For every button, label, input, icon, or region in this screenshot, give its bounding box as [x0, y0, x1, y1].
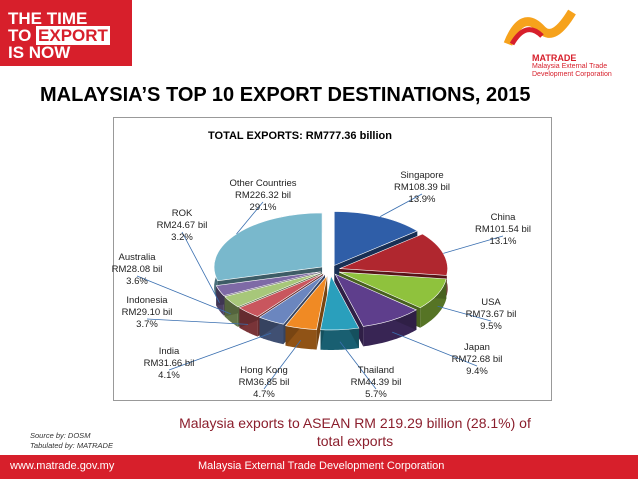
- label-name: ROK: [172, 208, 193, 219]
- pie-slice-usa: [338, 271, 447, 309]
- data-label-japan: Japan RM72.68 bil 9.4%: [452, 342, 503, 377]
- pie-top-layer: [213, 211, 448, 331]
- label-value: RM28.08 bil: [112, 264, 163, 275]
- asean-summary-line-2: total exports: [316, 433, 394, 449]
- label-percent: 4.7%: [253, 389, 275, 400]
- pie-slice-hong-kong: [284, 275, 328, 330]
- pie-slice-thailand: [320, 275, 360, 331]
- chart-title: TOTAL EXPORTS: RM777.36 billion: [208, 130, 392, 142]
- slogan-banner: THE TIME TO EXPORT IS NOW: [0, 0, 132, 66]
- label-name: China: [491, 212, 517, 223]
- matrade-brand-name: MATRADE: [532, 53, 577, 63]
- leader-line-rok: [181, 231, 220, 303]
- label-value: RM73.67 bil: [466, 309, 517, 320]
- data-label-india: India RM31.66 bil 4.1%: [144, 346, 195, 381]
- label-value: RM108.39 bil: [394, 182, 450, 193]
- source-note: Source by: DOSM Tabulated by: MATRADE: [30, 431, 113, 451]
- label-percent: 9.5%: [480, 321, 502, 332]
- matrade-logo: MATRADE Malaysia External Trade Developm…: [492, 6, 612, 79]
- leader-line-india: [168, 332, 272, 371]
- label-percent: 13.9%: [409, 194, 436, 205]
- chart-container: [113, 117, 552, 401]
- label-value: RM226.32 bil: [235, 190, 291, 201]
- pie-slice-rok: [215, 271, 321, 296]
- matrade-subtitle-1: Malaysia External Trade: [532, 63, 608, 70]
- asean-summary: Malaysia exports to ASEAN RM 219.29 bill…: [150, 414, 560, 450]
- data-label-thailand: Thailand RM44.39 bil 5.7%: [351, 365, 402, 400]
- pie-slice-side-thailand: [320, 328, 359, 350]
- pie-label-layer: Singapore RM108.39 bil 13.9% China RM101.54 …: [112, 170, 531, 400]
- leader-line-thailand: [339, 341, 377, 390]
- label-value: RM72.68 bil: [452, 354, 503, 365]
- pie-slice-indonesia: [238, 273, 324, 317]
- footer-org: Malaysia External Trade Development Corp…: [198, 460, 445, 472]
- slogan-line-2: TO EXPORT: [8, 26, 110, 45]
- leader-line-australia: [136, 275, 231, 315]
- leader-line-singapore: [379, 193, 423, 217]
- slogan-text: THE TIME TO EXPORT IS NOW: [8, 10, 110, 61]
- data-label-usa: USA RM73.67 bil 9.5%: [466, 297, 517, 332]
- label-percent: 13.1%: [490, 236, 517, 247]
- data-label-australia: Australia RM28.08 bil 3.6%: [112, 252, 163, 287]
- pie-slice-australia: [224, 272, 322, 308]
- header-band: THE TIME TO EXPORT IS NOW MATRADE Malays…: [0, 0, 638, 78]
- matrade-subtitle-2: Development Corporation: [532, 71, 612, 78]
- pie-slice-side-usa: [420, 278, 447, 328]
- leader-line-usa: [437, 305, 492, 322]
- leader-line-other-countries: [236, 201, 264, 235]
- matrade-logo-icon: [503, 9, 576, 46]
- label-value: RM31.66 bil: [144, 358, 195, 369]
- footer-url[interactable]: www.matrade.gov.my: [10, 460, 115, 472]
- label-name: USA: [481, 297, 501, 308]
- label-value: RM36.85 bil: [239, 377, 290, 388]
- label-percent: 3.7%: [136, 319, 158, 330]
- slogan-line-1: THE TIME: [8, 9, 88, 28]
- pie-slice-india: [258, 274, 326, 325]
- leader-line-china: [443, 235, 504, 254]
- data-label-singapore: Singapore RM108.39 bil 13.9%: [394, 170, 450, 205]
- label-value: RM29.10 bil: [122, 307, 173, 318]
- label-name: Singapore: [400, 170, 443, 181]
- label-name: Japan: [464, 342, 490, 353]
- label-name: Indonesia: [126, 295, 168, 306]
- data-label-other-countries: Other Countries RM226.32 bil 29.1%: [229, 178, 296, 213]
- label-value: RM44.39 bil: [351, 377, 402, 388]
- source-line-2: Tabulated by: MATRADE: [30, 441, 113, 450]
- pie-slice-china: [339, 233, 448, 276]
- pie-leader-layer: [136, 193, 504, 390]
- label-percent: 5.7%: [365, 389, 387, 400]
- label-name: Thailand: [358, 365, 394, 376]
- label-percent: 9.4%: [466, 366, 488, 377]
- label-name: Australia: [119, 252, 157, 263]
- pie-slice-singapore: [333, 211, 418, 266]
- label-name: Other Countries: [229, 178, 296, 189]
- label-name: Hong Kong: [240, 365, 288, 376]
- label-percent: 4.1%: [158, 370, 180, 381]
- label-name: India: [159, 346, 180, 357]
- data-label-indonesia: Indonesia RM29.10 bil 3.7%: [122, 295, 173, 330]
- label-value: RM24.67 bil: [157, 220, 208, 231]
- leader-line-japan: [392, 331, 478, 367]
- footer-bar: www.matrade.gov.my Malaysia External Tra…: [0, 455, 638, 479]
- label-percent: 3.6%: [126, 276, 148, 287]
- source-line-1: Source by: DOSM: [30, 431, 91, 440]
- leader-line-indonesia: [146, 318, 249, 325]
- label-value: RM101.54 bil: [475, 224, 531, 235]
- asean-summary-line-1: Malaysia exports to ASEAN RM 219.29 bill…: [179, 415, 531, 431]
- data-label-china: China RM101.54 bil 13.1%: [475, 212, 531, 247]
- pie-slice-japan: [334, 273, 418, 327]
- label-percent: 29.1%: [250, 202, 277, 213]
- data-label-rok: ROK RM24.67 bil 3.2%: [157, 208, 208, 243]
- slide-title: MALAYSIA’S TOP 10 EXPORT DESTINATIONS, 2…: [40, 84, 531, 106]
- slogan-line-2-prefix: TO: [8, 26, 37, 45]
- slogan-line-3: IS NOW: [8, 43, 71, 62]
- slogan-line-2-emphasis: EXPORT: [36, 26, 110, 45]
- data-label-hong-kong: Hong Kong RM36.85 bil 4.7%: [239, 365, 290, 400]
- label-percent: 3.2%: [171, 232, 193, 243]
- leader-line-hong-kong: [263, 339, 302, 390]
